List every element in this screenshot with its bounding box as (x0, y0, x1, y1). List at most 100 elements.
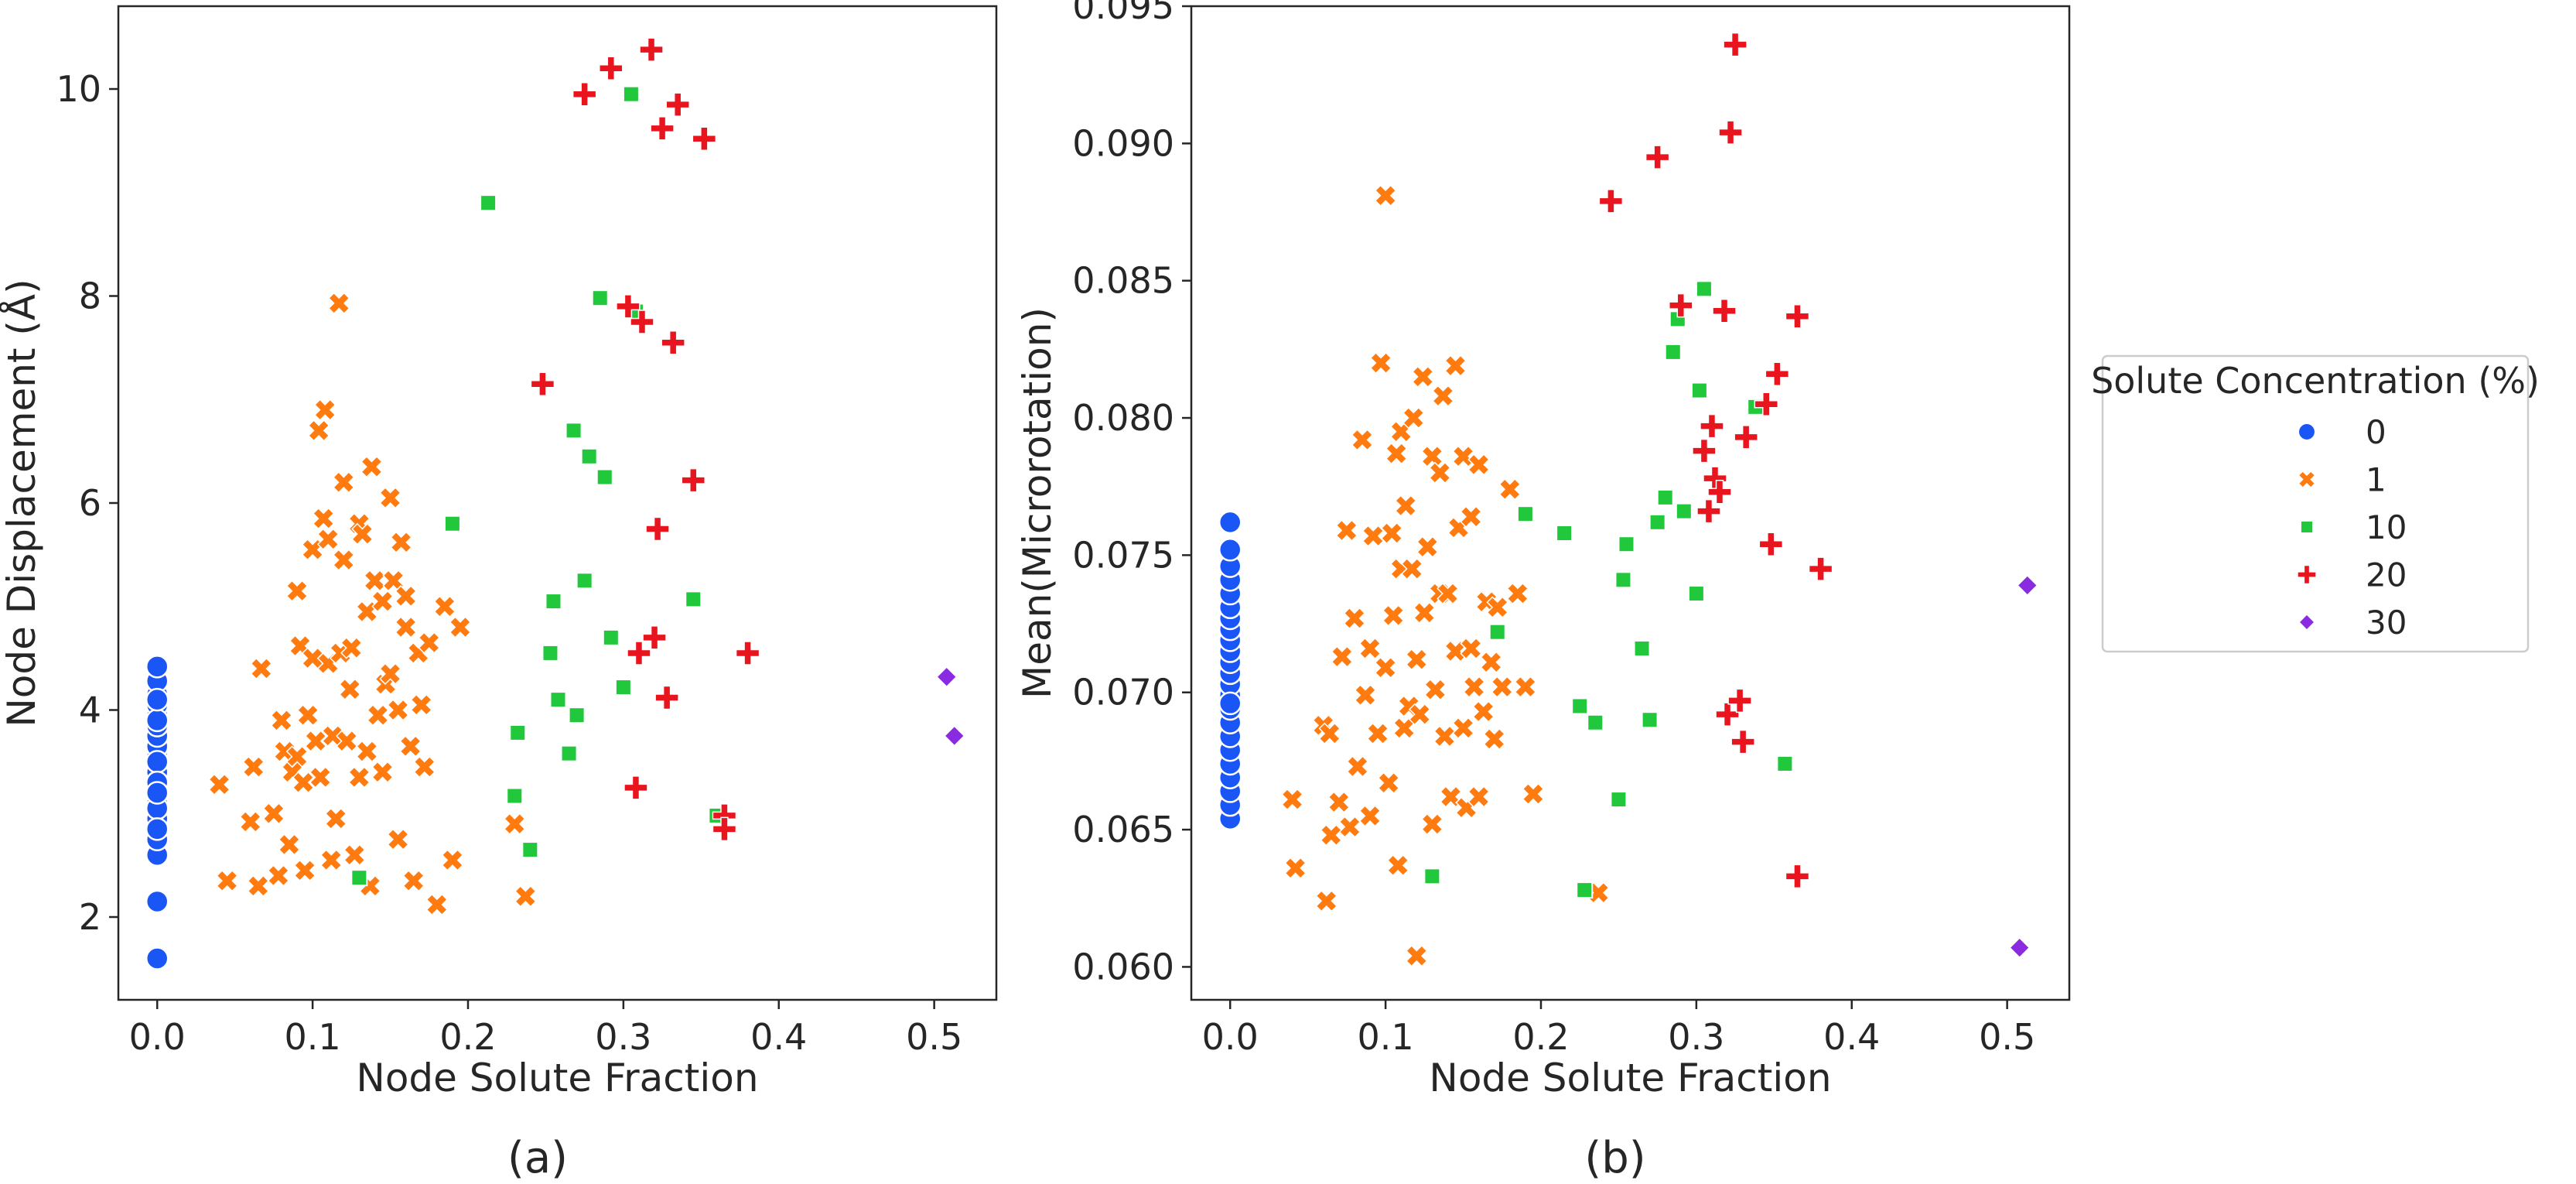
panel-b-point-series-1 (1351, 429, 1374, 451)
panel-b-y-tick-label: 0.075 (1072, 534, 1174, 576)
panel-b-point-series-10 (1587, 713, 1604, 731)
panel-b-y-tick-label: 0.080 (1072, 397, 1174, 439)
panel-a-point-series-1 (335, 730, 358, 752)
panel-a-y-tick-label: 8 (79, 275, 101, 317)
panel-a-point-series-1 (242, 755, 265, 778)
panel-a-point-series-1 (379, 486, 401, 509)
panel-a-point-series-1 (367, 703, 389, 727)
panel-a-point-series-1 (364, 569, 386, 592)
panel-b-point-series-1 (1402, 406, 1425, 429)
panel-a-point-series-20 (639, 37, 664, 62)
legend-marker-1 (2298, 470, 2316, 489)
panel-a-point-series-1 (340, 636, 363, 659)
panel-b-point-series-1 (1413, 601, 1436, 625)
panel-a-point-series-1 (338, 678, 361, 701)
panel-a-x-ticks: 0.0 0.1 0.2 0.3 0.4 0.5 (129, 1000, 962, 1058)
panel-b-y-tick-label: 0.090 (1072, 122, 1174, 164)
panel-a-point-series-20 (712, 816, 737, 842)
legend-label-1: 1 (2366, 461, 2386, 499)
panel-b-point-series-1 (1380, 522, 1403, 545)
panel-b-point-series-1 (1318, 722, 1341, 745)
panel-b-point-series-1 (1369, 351, 1392, 375)
panel-b-point-series-10 (1695, 280, 1713, 298)
panel-a-y-axis-label: Node Displacement (Å) (0, 279, 44, 727)
panel-b-point-series-10 (1690, 382, 1708, 399)
panel-a-point-series-10 (622, 85, 640, 103)
panel-b-point-series-1 (1506, 582, 1529, 605)
panel-a-point-series-1 (247, 874, 270, 898)
panel-b-point-series-0 (1218, 538, 1242, 562)
panel-a-point-series-10 (480, 194, 497, 212)
panel-a-point-series-1 (309, 766, 332, 789)
panel-a-point-series-1 (413, 755, 436, 778)
panel-b-point-series-10 (1664, 343, 1682, 361)
panel-b-point-series-20 (1754, 392, 1779, 417)
panel-b-point-series-1 (1452, 717, 1474, 740)
panel-b-point-series-10 (1648, 513, 1666, 531)
panel-a-point-series-30 (935, 666, 958, 689)
panel-b-point-series-1 (1392, 717, 1416, 740)
panel-b-point-series-1 (1486, 596, 1509, 619)
panel-a-point-series-1 (418, 631, 441, 654)
panel-a-point-series-20 (661, 330, 685, 355)
panel-a-point-series-20 (665, 92, 690, 117)
panel-b-point-series-1 (1480, 651, 1503, 674)
legend-label-10: 10 (2366, 508, 2407, 546)
panel-b-point-series-1 (1366, 722, 1389, 745)
panel-b-point-series-1 (1315, 889, 1338, 912)
legend-label-30: 30 (2366, 604, 2407, 642)
legend-marker-30 (2298, 613, 2316, 631)
panel-a-marks (145, 37, 966, 970)
legend-label-20: 20 (2366, 556, 2407, 594)
panel-b-point-series-1 (1343, 607, 1366, 630)
panel-b-point-series-1 (1433, 725, 1456, 748)
panel-b-point-series-1 (1284, 857, 1307, 880)
panel-b-y-tick-label: 0.070 (1072, 672, 1174, 713)
panel-a-point-series-10 (565, 422, 583, 440)
panel-a-point-series-20 (645, 516, 670, 542)
panel-a-point-series-1 (262, 802, 285, 825)
panel-b-point-series-1 (1405, 648, 1428, 671)
panel-a-point-series-10 (549, 691, 567, 709)
panel-b-point-series-1 (1460, 505, 1482, 529)
panel-a-y-tick-label: 10 (56, 68, 101, 110)
panel-b-x-tick-label: 0.2 (1512, 1016, 1569, 1058)
panel-a-point-series-1 (292, 771, 315, 794)
panel-b-point-series-1 (1587, 881, 1610, 904)
panel-a-point-series-1 (390, 531, 412, 554)
panel-b-y-tick-label: 0.065 (1072, 809, 1174, 850)
panel-a-point-series-1 (343, 844, 366, 867)
legend-label-0: 0 (2366, 413, 2386, 451)
panel-b-x-ticks: 0.0 0.1 0.2 0.3 0.4 0.5 (1202, 1000, 2035, 1058)
panel-b-point-series-10 (1610, 791, 1628, 809)
panel-a-point-series-1 (382, 569, 405, 592)
panel-b-point-series-1 (1411, 365, 1434, 388)
panel-a-point-series-1 (278, 833, 301, 856)
panel-a-point-series-1 (433, 595, 456, 618)
panel-a-x-tick-label: 0.2 (439, 1016, 496, 1058)
panel-b-point-series-20 (1712, 298, 1737, 323)
panel-a-point-series-1 (332, 471, 355, 494)
legend-box (2101, 354, 2530, 653)
panel-b-y-tick-label: 0.095 (1072, 0, 1174, 27)
panel-a-point-series-1 (441, 849, 464, 871)
panel-b-point-series-1 (1467, 785, 1490, 808)
panel-a-point-series-1 (332, 549, 355, 571)
panel-b-point-series-20 (1723, 32, 1748, 57)
panel-a-x-tick-label: 0.1 (285, 1016, 341, 1058)
panel-a-point-series-1 (324, 807, 347, 830)
panel-b-point-series-10 (1516, 505, 1534, 523)
panel-a-point-series-1 (327, 292, 350, 315)
panel-b-point-series-20 (1730, 729, 1755, 755)
panel-b-y-ticks: 0.060 0.065 0.070 0.075 0.080 0.085 0.090 0.095 (1072, 0, 1191, 987)
panel-b-point-series-20 (1727, 688, 1752, 713)
panel-a-point-series-1 (304, 730, 327, 752)
panel-a-point-series-10 (521, 841, 539, 859)
panel-b-point-series-1 (1514, 676, 1537, 698)
panel-a-point-series-0 (145, 889, 169, 914)
panel-b-point-series-20 (1785, 304, 1810, 329)
panel-a-point-series-1 (270, 709, 293, 732)
panel-a-y-tick-label: 2 (79, 896, 101, 938)
panel-b-point-series-20 (1598, 189, 1624, 214)
panel-a-point-series-1 (312, 507, 335, 530)
